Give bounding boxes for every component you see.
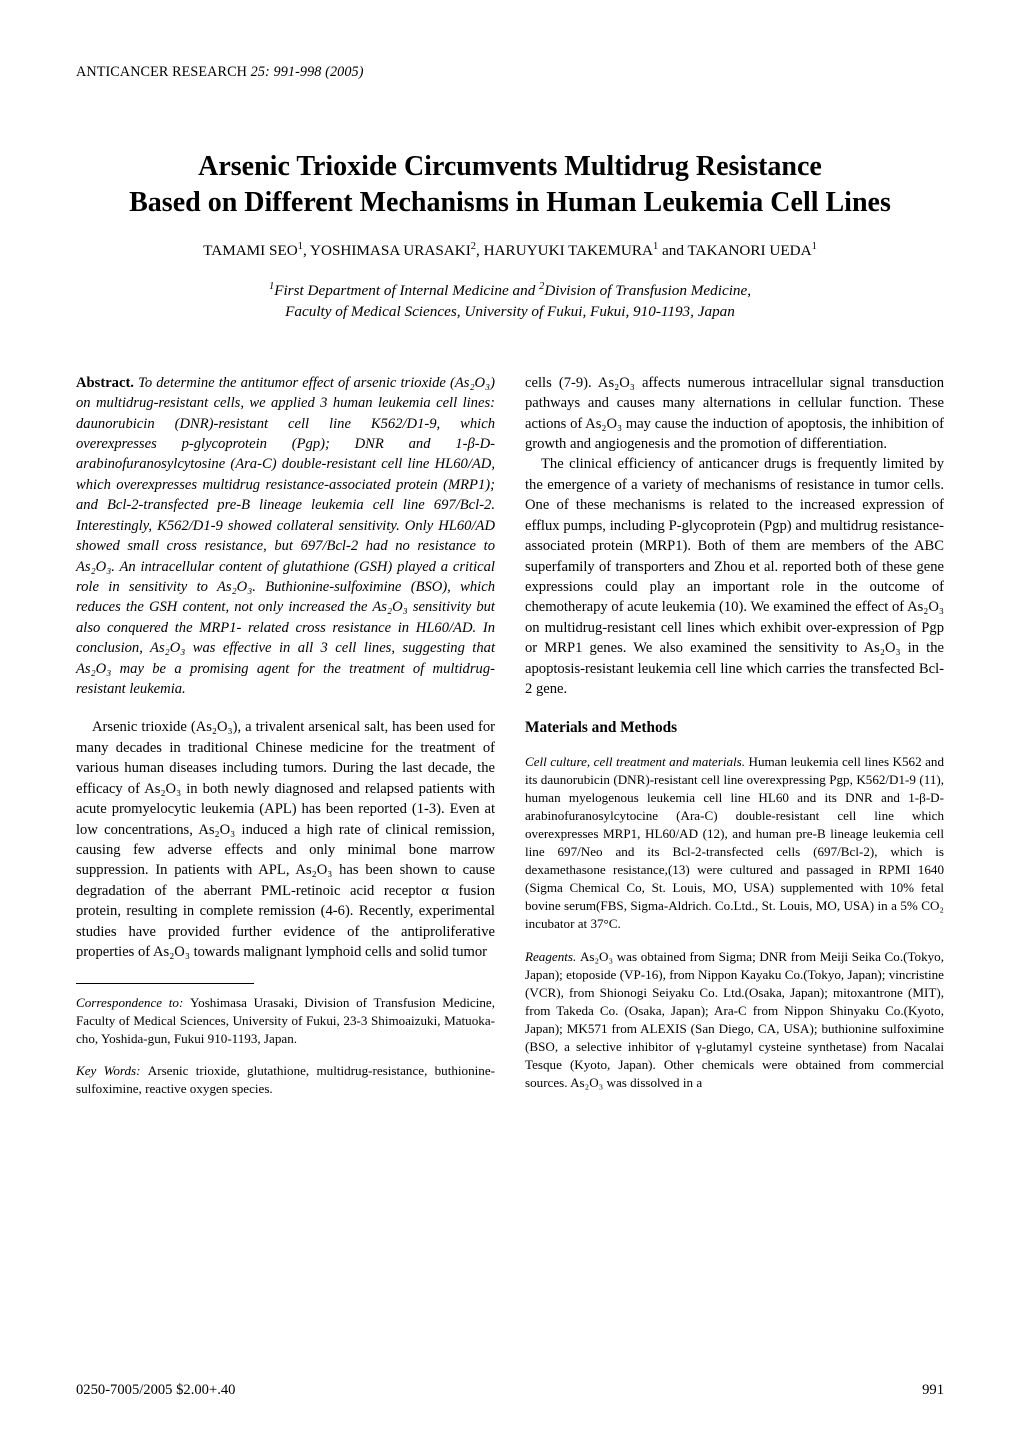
title-line-1: Arsenic Trioxide Circumvents Multidrug R… — [198, 151, 822, 182]
author-3: HARUYUKI TAKEMURA — [484, 242, 653, 259]
abstract: Abstract. To determine the antitumor eff… — [76, 373, 495, 700]
right-column: cells (7-9). As₂O₃ affects numerous intr… — [525, 373, 944, 1098]
key-words: Key Words: Arsenic trioxide, glutathione… — [76, 1062, 495, 1098]
methods-cell-culture-body: Human leukemia cell lines K562 and its d… — [525, 754, 944, 932]
correspondence-label: Correspondence to: — [76, 995, 190, 1010]
author-4: TAKANORI UEDA — [688, 242, 812, 259]
sep: and — [658, 242, 687, 259]
intro-continued-1: cells (7-9). As₂O₃ affects numerous intr… — [525, 373, 944, 455]
methods-cell-culture-lead: Cell culture, cell treatment and materia… — [525, 754, 748, 769]
page-number: 991 — [922, 1382, 944, 1399]
sep: , — [303, 242, 310, 259]
page-footer: 0250-7005/2005 $2.00+.40 991 — [76, 1382, 944, 1399]
correspondence-rule — [76, 983, 254, 984]
title-line-2: Based on Different Mechanisms in Human L… — [129, 187, 891, 218]
left-column: Abstract. To determine the antitumor eff… — [76, 373, 495, 1098]
intro-continued-2: The clinical efficiency of anticancer dr… — [525, 454, 944, 699]
author-2: YOSHIMASA URASAKI — [310, 242, 471, 259]
journal-name: ANTICANCER RESEARCH — [76, 64, 247, 80]
intro-paragraph: Arsenic trioxide (As₂O₃), a trivalent ar… — [76, 717, 495, 962]
affil-text-1: First Department of Internal Medicine an… — [274, 282, 539, 299]
abstract-body: To determine the antitumor effect of ars… — [76, 375, 495, 697]
methods-reagents-body: As₂O₃ was obtained from Sigma; DNR from … — [525, 949, 944, 1090]
sep: , — [476, 242, 484, 259]
methods-reagents: Reagents. As₂O₃ was obtained from Sigma;… — [525, 948, 944, 1093]
authors-line: TAMAMI SEO1, YOSHIMASA URASAKI2, HARUYUK… — [76, 241, 944, 260]
two-column-body: Abstract. To determine the antitumor eff… — [76, 373, 944, 1098]
author-1: TAMAMI SEO — [203, 242, 298, 259]
footer-left: 0250-7005/2005 $2.00+.40 — [76, 1382, 235, 1399]
affil-line-2: Faculty of Medical Sciences, University … — [285, 303, 735, 320]
methods-cell-culture: Cell culture, cell treatment and materia… — [525, 753, 944, 934]
materials-methods-heading: Materials and Methods — [525, 717, 944, 738]
correspondence: Correspondence to: Yoshimasa Urasaki, Di… — [76, 994, 495, 1048]
key-words-label: Key Words: — [76, 1063, 148, 1078]
volume-pages: 25: 991-998 (2005) — [251, 64, 364, 80]
article-title: Arsenic Trioxide Circumvents Multidrug R… — [94, 149, 926, 221]
affil-text-2: Division of Transfusion Medicine, — [544, 282, 751, 299]
abstract-label: Abstract. — [76, 375, 134, 391]
running-head: ANTICANCER RESEARCH 25: 991-998 (2005) — [76, 64, 944, 81]
methods-reagents-lead: Reagents. — [525, 949, 580, 964]
author-4-affil: 1 — [812, 241, 817, 252]
affiliations: 1First Department of Internal Medicine a… — [76, 280, 944, 323]
